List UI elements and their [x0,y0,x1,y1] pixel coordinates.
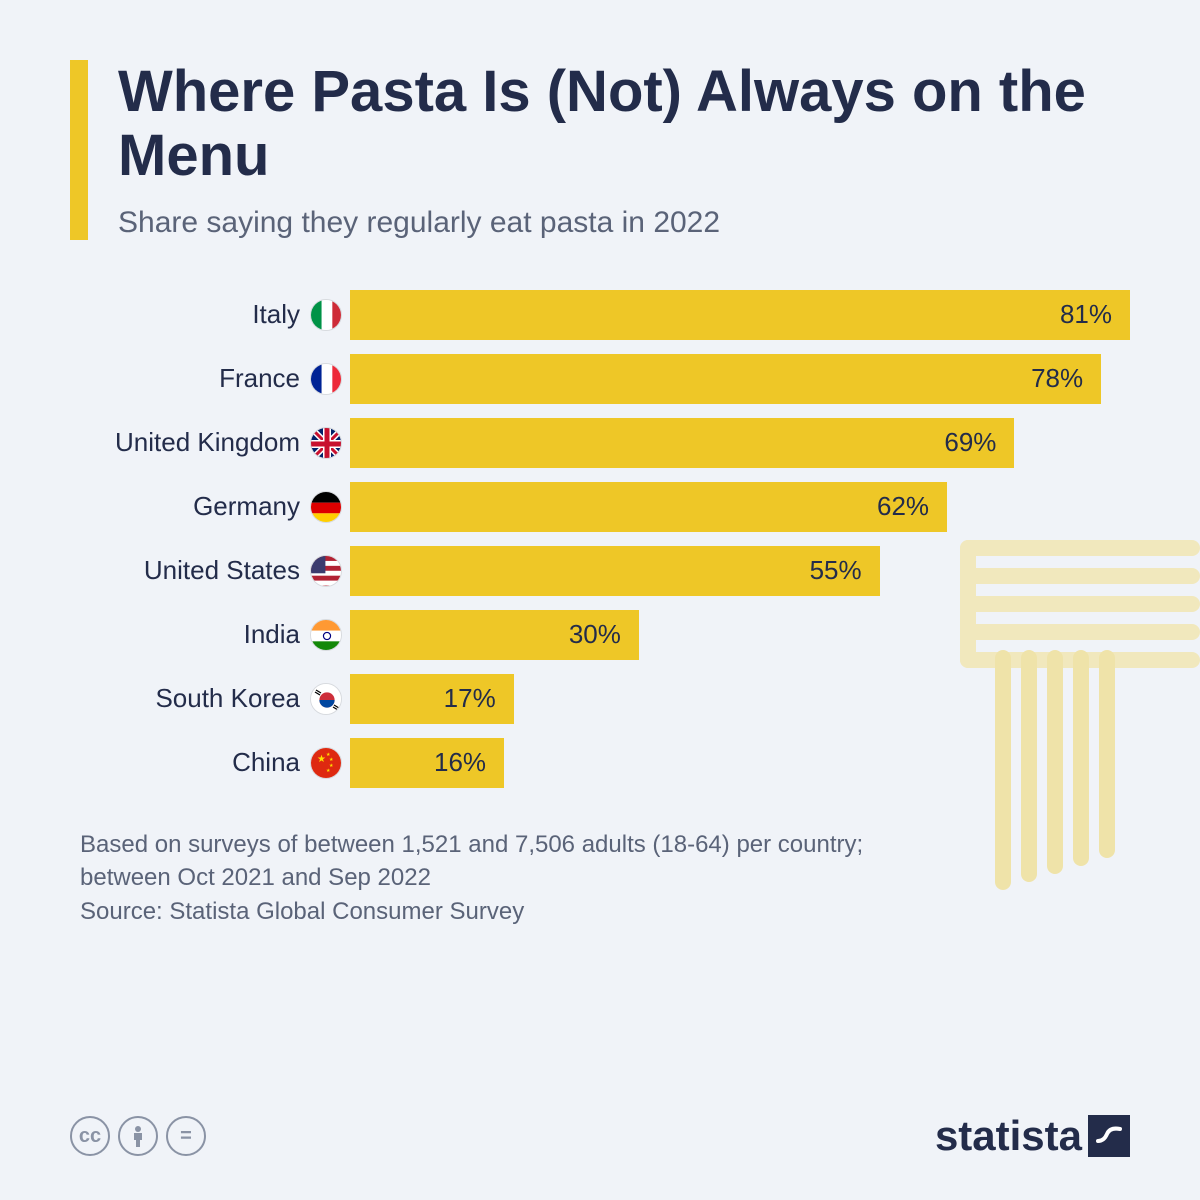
bar-value: 62% [877,491,929,522]
chart-row: Germany 62% [80,482,1130,532]
country-label: United Kingdom [115,427,300,458]
page-title: Where Pasta Is (Not) Always on the Menu [118,60,1130,188]
cc-nd-icon: = [166,1116,206,1156]
country-label: Italy [252,299,300,330]
footnote-line: Source: Statista Global Consumer Survey [80,895,1130,929]
bar: 69% [350,418,1014,468]
license-icons: cc = [70,1116,206,1156]
bar: 62% [350,482,947,532]
statista-logo: statista [935,1112,1130,1160]
bar-value: 81% [1060,299,1112,330]
bar-value: 69% [944,427,996,458]
cn-flag-icon: ★★★★★ [310,747,342,779]
footnote-line: between Oct 2021 and Sep 2022 [80,861,1130,895]
bar: 55% [350,546,880,596]
footnote-line: Based on surveys of between 1,521 and 7,… [80,828,1130,862]
svg-text:★: ★ [326,768,331,774]
bar: 16% [350,738,504,788]
de-flag-icon [310,491,342,523]
country-label: France [219,363,300,394]
chart-row: China ★★★★★ 16% [80,738,1130,788]
chart-row: South Korea 17% [80,674,1130,724]
bar: 81% [350,290,1130,340]
country-label: Germany [193,491,300,522]
bar-value: 30% [569,619,621,650]
us-flag-icon [310,555,342,587]
footer: cc = statista [70,1112,1130,1160]
bar-value: 55% [810,555,862,586]
logo-mark-icon [1088,1115,1130,1157]
bar-chart: Italy 81% France 78% United Kingdom 69% German… [80,290,1130,788]
accent-bar [70,60,88,240]
kr-flag-icon [310,683,342,715]
logo-text: statista [935,1112,1082,1160]
chart-row: United States 55% [80,546,1130,596]
bar-value: 17% [444,683,496,714]
bar-value: 78% [1031,363,1083,394]
page-subtitle: Share saying they regularly eat pasta in… [118,206,1130,240]
in-flag-icon [310,619,342,651]
uk-flag-icon [310,427,342,459]
footnote: Based on surveys of between 1,521 and 7,… [80,828,1130,929]
it-flag-icon [310,299,342,331]
svg-text:★: ★ [317,754,326,765]
country-label: United States [144,555,300,586]
bar: 30% [350,610,639,660]
fr-flag-icon [310,363,342,395]
country-label: South Korea [155,683,300,714]
country-label: China [232,747,300,778]
chart-row: India 30% [80,610,1130,660]
header: Where Pasta Is (Not) Always on the Menu … [70,60,1130,240]
country-label: India [244,619,300,650]
chart-row: Italy 81% [80,290,1130,340]
bar-value: 16% [434,747,486,778]
cc-icon: cc [70,1116,110,1156]
cc-by-icon [118,1116,158,1156]
chart-row: France 78% [80,354,1130,404]
bar: 78% [350,354,1101,404]
chart-row: United Kingdom 69% [80,418,1130,468]
bar: 17% [350,674,514,724]
